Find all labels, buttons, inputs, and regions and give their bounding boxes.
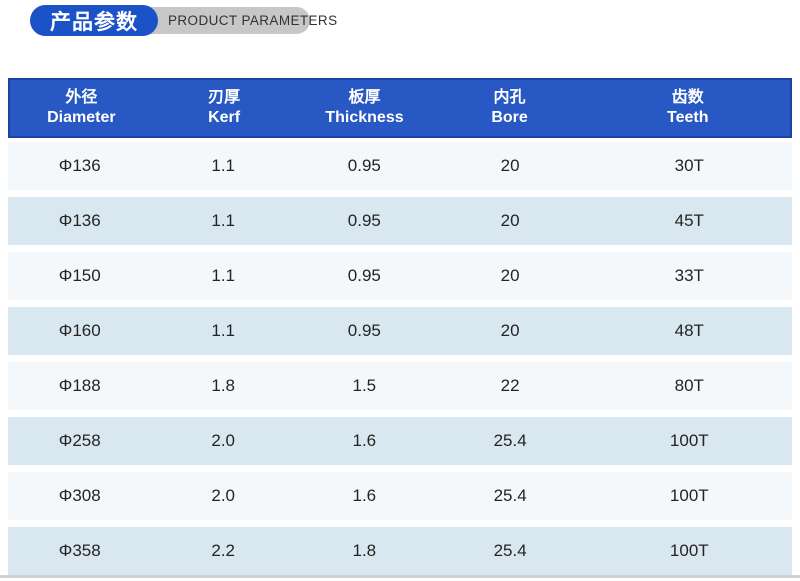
table-cell: 0.95: [347, 266, 381, 285]
table-cell: Φ150: [58, 266, 101, 285]
table-cell: 45T: [674, 211, 704, 230]
column-header-en: Kerf: [208, 109, 241, 126]
table-cell: 25.4: [493, 431, 527, 450]
section-title-en: PRODUCT PARAMETERS: [168, 13, 338, 28]
table-header: 外径 Diameter 刃厚 Kerf 板厚 Thickness 内孔 Bore 齿数 Teeth: [8, 78, 792, 138]
table-cell: 2.2: [211, 541, 236, 560]
table-row: Φ136 1.1 0.95 20 45T: [8, 197, 792, 245]
table-cell: 22: [500, 376, 520, 395]
table-cell: Φ188: [58, 376, 101, 395]
table-cell: 100T: [669, 431, 709, 450]
table-cell: 1.1: [211, 211, 236, 230]
parameters-table: 外径 Diameter 刃厚 Kerf 板厚 Thickness 内孔 Bore 齿数 Teeth…: [8, 78, 792, 575]
table-cell: 20: [500, 156, 520, 175]
table-cell: 33T: [674, 266, 704, 285]
table-row: Φ358 2.2 1.8 25.4 100T: [8, 527, 792, 575]
table-cell: 2.0: [211, 486, 236, 505]
table-row: Φ308 2.0 1.6 25.4 100T: [8, 472, 792, 520]
table-cell: Φ308: [58, 486, 101, 505]
table-cell: 100T: [669, 486, 709, 505]
table-cell: 25.4: [493, 541, 527, 560]
table-cell: 1.5: [352, 376, 377, 395]
column-header-cn: 齿数: [671, 89, 704, 106]
section-title-cn: 产品参数: [50, 10, 138, 34]
table-cell: 1.1: [211, 266, 236, 285]
table-cell: 80T: [674, 376, 704, 395]
column-header-en: Teeth: [667, 109, 709, 126]
table-cell: Φ258: [58, 431, 101, 450]
table-cell: Φ160: [58, 321, 101, 340]
table-row: Φ188 1.8 1.5 22 80T: [8, 362, 792, 410]
column-header-kerf: 刃厚 Kerf: [153, 80, 296, 136]
table-cell: 20: [500, 321, 520, 340]
table-row: Φ136 1.1 0.95 20 30T: [8, 142, 792, 190]
table-body: Φ136 1.1 0.95 20 30T Φ136 1.1 0.95 20 45T Φ150 1.1 0…: [8, 142, 792, 575]
table-row: Φ258 2.0 1.6 25.4 100T: [8, 417, 792, 465]
column-header-en: Thickness: [325, 109, 404, 126]
column-header-diameter: 外径 Diameter: [10, 80, 153, 136]
column-header-bore: 内孔 Bore: [434, 80, 586, 136]
table-cell: Φ136: [58, 211, 101, 230]
section-title-cn-pill: 产品参数: [30, 5, 158, 36]
table-cell: Φ136: [58, 156, 101, 175]
table-cell: 2.0: [211, 431, 236, 450]
table-cell: 0.95: [347, 156, 381, 175]
column-header-cn: 刃厚: [208, 89, 241, 106]
table-row: Φ160 1.1 0.95 20 48T: [8, 307, 792, 355]
table-cell: 1.8: [352, 541, 377, 560]
column-header-teeth: 齿数 Teeth: [586, 80, 790, 136]
column-header-cn: 外径: [65, 89, 98, 106]
table-cell: 1.6: [352, 431, 377, 450]
table-cell: 20: [500, 266, 520, 285]
table-cell: 1.1: [211, 156, 236, 175]
column-header-cn: 内孔: [493, 89, 526, 106]
table-cell: 1.1: [211, 321, 236, 340]
table-cell: 1.8: [211, 376, 236, 395]
table-cell: 30T: [674, 156, 704, 175]
table-cell: 48T: [674, 321, 704, 340]
table-cell: 1.6: [352, 486, 377, 505]
table-row: Φ150 1.1 0.95 20 33T: [8, 252, 792, 300]
section-title-badge: PRODUCT PARAMETERS 产品参数: [0, 0, 800, 44]
table-cell: Φ358: [58, 541, 101, 560]
column-header-en: Diameter: [47, 109, 116, 126]
column-header-thickness: 板厚 Thickness: [295, 80, 433, 136]
column-header-en: Bore: [491, 109, 528, 126]
bottom-divider: [0, 575, 800, 578]
column-header-cn: 板厚: [348, 89, 381, 106]
table-cell: 0.95: [347, 211, 381, 230]
table-cell: 20: [500, 211, 520, 230]
table-cell: 0.95: [347, 321, 381, 340]
table-cell: 100T: [669, 541, 709, 560]
table-cell: 25.4: [493, 486, 527, 505]
